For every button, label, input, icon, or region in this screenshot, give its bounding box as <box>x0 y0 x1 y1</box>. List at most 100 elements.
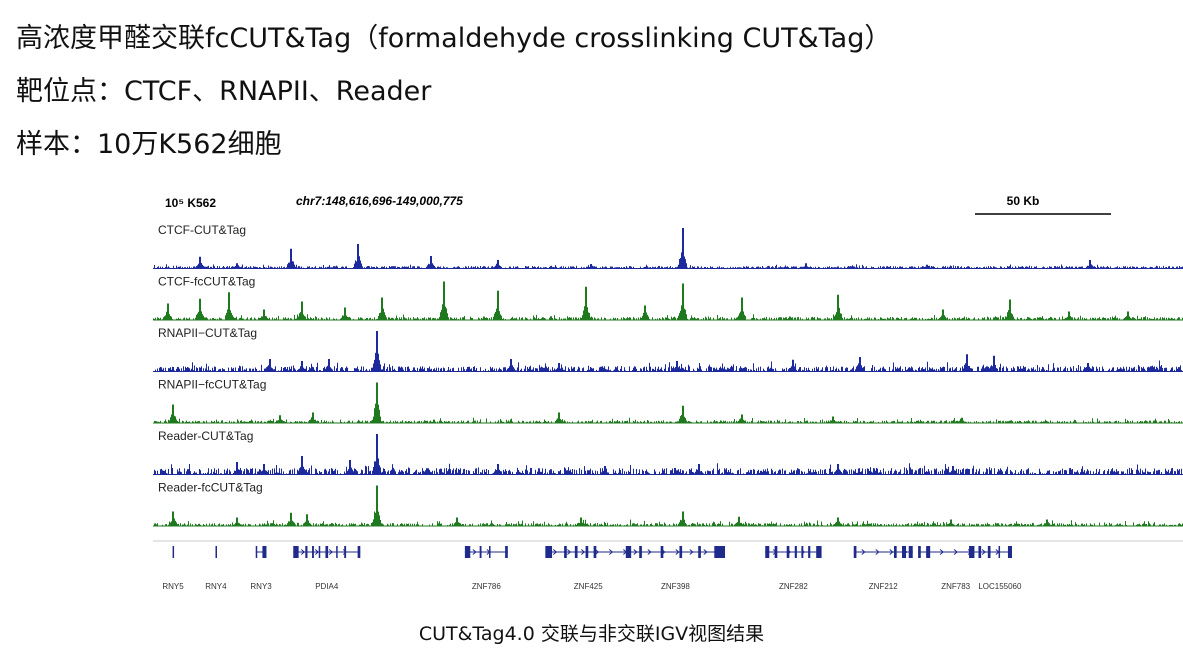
signal-coverage <box>154 434 1182 474</box>
gene-exon <box>585 546 589 558</box>
locus-label: chr7:148,616,696-149,000,775 <box>296 194 463 208</box>
gene-exon <box>978 546 982 558</box>
gene-exon <box>574 546 578 558</box>
signal-coverage <box>155 331 1182 371</box>
gene-exon <box>215 546 217 558</box>
gene-exon <box>786 546 790 558</box>
strand-arrow <box>939 549 944 555</box>
gene-rny5: RNY5 <box>162 546 184 591</box>
gene-exon <box>625 546 632 558</box>
gene-znf282: ZNF282 <box>765 546 822 591</box>
strand-arrow <box>953 549 958 555</box>
gene-exon <box>926 546 931 558</box>
strand-arrow <box>689 549 694 555</box>
gene-exon <box>660 546 664 558</box>
signal-coverage <box>154 485 1183 526</box>
strand-arrow <box>889 549 894 555</box>
gene-exon <box>794 546 797 558</box>
track-ctcf-fccut-tag: CTCF-fcCUT&Tag <box>153 275 1183 321</box>
gene-exon <box>505 546 508 558</box>
gene-label: RNY5 <box>162 582 184 591</box>
strand-arrow <box>675 549 680 555</box>
header-line-targets: 靶位点：CTCF、RNAPII、Reader <box>16 76 432 107</box>
strand-arrow <box>633 549 638 555</box>
gene-exon <box>816 546 822 558</box>
strand-arrow <box>647 549 652 555</box>
gene-znf783: ZNF783 <box>918 546 994 591</box>
track-rnapii-fccut-tag: RNAPII−fcCUT&Tag <box>153 378 1183 424</box>
track-label: CTCF-CUT&Tag <box>158 223 246 237</box>
gene-label: RNY3 <box>250 582 272 591</box>
strand-arrow <box>328 549 334 555</box>
track-reader-fccut-tag: Reader-fcCUT&Tag <box>153 481 1183 527</box>
gene-exon <box>893 546 897 558</box>
gene-exon <box>305 546 308 558</box>
header-line-sample: 样本：10万K562细胞 <box>16 129 282 160</box>
gene-exon <box>293 546 299 558</box>
gene-znf212: ZNF212 <box>853 546 913 591</box>
track-label: RNAPII−fcCUT&Tag <box>158 378 266 392</box>
gene-znf786: ZNF786 <box>464 546 508 591</box>
gene-exon <box>344 546 347 558</box>
gene-exon <box>908 546 913 558</box>
track-rnapii-cut-tag: RNAPII−CUT&Tag <box>153 326 1183 372</box>
signal-coverage <box>154 228 1183 268</box>
gene-exon <box>318 546 321 558</box>
gene-exon <box>998 546 1001 558</box>
gene-rny3: RNY3 <box>250 546 272 591</box>
gene-znf398: ZNF398 <box>625 546 726 591</box>
strand-arrow <box>314 549 320 555</box>
gene-exon <box>679 546 683 558</box>
strand-arrow <box>567 549 572 555</box>
track-label: RNAPII−CUT&Tag <box>158 326 257 340</box>
gene-exon <box>987 546 991 558</box>
gene-exon <box>325 546 329 558</box>
gene-label: RNY4 <box>205 582 227 591</box>
track-ctcf-cut-tag: CTCF-CUT&Tag <box>153 223 1183 269</box>
gene-exon <box>639 546 642 558</box>
track-label: Reader-CUT&Tag <box>158 429 253 443</box>
gene-exon <box>774 546 778 558</box>
gene-label: ZNF398 <box>661 582 690 591</box>
strand-arrow <box>581 549 586 555</box>
scale-bar-label: 50 Kb <box>1007 194 1040 208</box>
gene-label: ZNF425 <box>574 582 603 591</box>
strand-arrow <box>595 549 600 555</box>
sample-label: 10⁵ K562 <box>165 196 216 210</box>
strand-arrow <box>553 549 558 555</box>
gene-pdia4: PDIA4 <box>293 546 361 591</box>
header-line-method: 高浓度甲醛交联fcCUT&Tag（formaldehyde crosslinki… <box>16 23 892 54</box>
gene-exon <box>479 546 482 558</box>
strand-arrow <box>981 549 986 555</box>
track-label: Reader-fcCUT&Tag <box>158 481 263 495</box>
gene-label: ZNF786 <box>472 582 501 591</box>
gene-exon <box>336 546 338 558</box>
track-label: CTCF-fcCUT&Tag <box>158 275 255 289</box>
gene-exon <box>801 546 804 558</box>
gene-exon <box>357 546 361 558</box>
gene-exon <box>714 546 726 558</box>
igv-browser-view: 10⁵ K562 chr7:148,616,696-149,000,775 50… <box>153 168 1183 602</box>
strand-arrow <box>472 549 477 555</box>
signal-coverage <box>154 382 1182 423</box>
gene-exon <box>902 546 907 558</box>
gene-label: LOC155060 <box>978 582 1022 591</box>
gene-exon <box>172 546 175 558</box>
strand-arrow <box>875 549 880 555</box>
gene-exon <box>853 546 857 558</box>
gene-label: ZNF212 <box>869 582 898 591</box>
gene-exon <box>564 546 567 558</box>
gene-exon <box>808 546 811 558</box>
gene-exon <box>969 546 975 558</box>
strand-arrow <box>861 549 866 555</box>
igv-plot: 10⁵ K562 chr7:148,616,696-149,000,775 50… <box>153 168 1183 602</box>
gene-label: ZNF282 <box>779 582 808 591</box>
gene-exon <box>698 546 701 558</box>
gene-exon <box>262 546 267 558</box>
gene-exon <box>593 546 597 558</box>
gene-exon <box>1007 546 1012 558</box>
signal-tracks: CTCF-CUT&Tag CTCF-fcCUT&Tag RNAPII−CUT&Tag… <box>153 223 1183 527</box>
gene-exon <box>918 546 921 558</box>
gene-exon <box>255 546 258 558</box>
gene-exon <box>765 546 770 558</box>
